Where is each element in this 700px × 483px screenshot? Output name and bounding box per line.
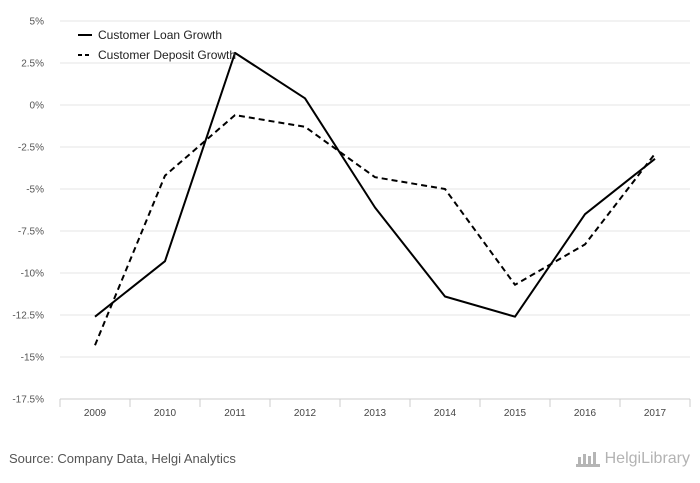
x-tick-label: 2016 [574, 408, 597, 419]
x-tick-label: 2011 [224, 408, 246, 419]
x-tick-label: 2013 [364, 408, 387, 419]
x-tick-label: 2009 [84, 408, 107, 419]
y-tick-label: -5% [26, 185, 44, 196]
y-tick-label: 2.5% [21, 59, 44, 70]
x-tick-label: 2015 [504, 408, 527, 419]
y-tick-label: -15% [21, 353, 44, 364]
x-tick-label: 2014 [434, 408, 457, 419]
x-tick-label: 2012 [294, 408, 317, 419]
series-line-deposit-growth [94, 114, 656, 346]
y-tick-label: -12.5% [12, 311, 44, 322]
y-tick-label: 5% [30, 17, 45, 28]
source-note: Source: Company Data, Helgi Analytics [9, 451, 236, 466]
legend-label: Customer Loan Growth [98, 28, 222, 42]
y-tick-label: -7.5% [18, 227, 44, 238]
line-chart: 5% 2.5% 0% -2.5% -5% -7.5% -10% -12.5% -15% -17.5… [12, 17, 691, 419]
x-tick-label: 2017 [644, 408, 667, 419]
brand-name: HelgiLibrary [604, 450, 690, 467]
library-icon [575, 452, 600, 467]
y-tick-label: -2.5% [18, 143, 44, 154]
y-tick-label: -17.5% [12, 395, 44, 406]
brand-logo: HelgiLibrary [575, 450, 690, 468]
legend-label: Customer Deposit Growth [98, 48, 236, 62]
series-line-loan-growth [94, 51, 656, 318]
y-tick-label: -10% [21, 269, 44, 280]
y-tick-label: 0% [30, 101, 45, 112]
x-tick-label: 2010 [154, 408, 177, 419]
